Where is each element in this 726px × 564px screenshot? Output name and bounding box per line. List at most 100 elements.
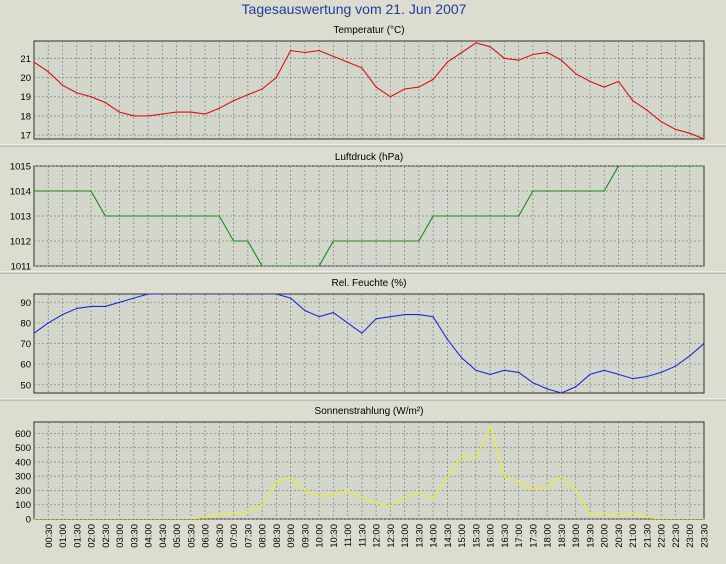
vertical-gridlines: [47, 41, 691, 139]
data-point: [347, 322, 349, 324]
data-point: [489, 46, 491, 48]
data-point: [404, 314, 406, 316]
data-point: [575, 489, 577, 492]
data-point: [660, 371, 662, 373]
data-point: [347, 240, 349, 242]
x-tick-label: 05:30: [186, 524, 197, 548]
data-point: [560, 475, 563, 477]
data-point: [304, 265, 306, 266]
data-point: [546, 487, 548, 489]
series-line: [34, 166, 704, 266]
data-point: [318, 495, 320, 497]
data-point: [61, 314, 64, 316]
x-tick-label: 16:30: [500, 524, 511, 548]
data-point: [660, 121, 662, 123]
series-line: [34, 424, 704, 519]
data-point: [218, 107, 220, 109]
data-point: [432, 498, 434, 500]
data-point: [532, 488, 534, 490]
data-point: [461, 51, 463, 54]
data-point: [575, 73, 577, 75]
data-point: [176, 111, 178, 113]
x-tick-label: 14:00: [429, 524, 440, 548]
y-tick-label: 1013: [10, 212, 31, 223]
data-point: [689, 355, 691, 357]
x-tick-label: 12:30: [386, 524, 397, 548]
chart-panel-2: 1011 1012 1013 1014 1015 Luftdruck (hPa): [0, 152, 726, 274]
y-tick-label: 20: [20, 73, 31, 84]
data-point: [190, 294, 192, 295]
data-point: [318, 50, 320, 52]
data-point: [389, 240, 391, 242]
data-point: [589, 373, 591, 375]
data-points: [34, 166, 704, 266]
data-point: [475, 457, 477, 459]
data-point: [461, 215, 463, 217]
data-point: [118, 301, 121, 303]
data-point: [261, 294, 263, 295]
data-point: [47, 190, 49, 192]
data-point: [34, 190, 35, 192]
chart-panel-4: 0 100 200 300 400 500 600 Sonnenstrahlung (W/m²…: [15, 406, 705, 526]
data-point: [632, 512, 634, 514]
data-point: [61, 84, 64, 86]
data-point: [147, 294, 149, 295]
data-point: [176, 518, 178, 519]
data-point: [475, 369, 477, 371]
y-tick-label: 0: [26, 515, 31, 526]
x-tick-label: 21:00: [628, 524, 639, 548]
data-point: [290, 477, 292, 479]
x-tick-label: 14:30: [443, 524, 454, 548]
data-point: [603, 512, 605, 514]
data-point: [204, 294, 206, 295]
data-point: [275, 76, 277, 79]
y-tick-label: 200: [15, 486, 31, 497]
data-point: [133, 115, 135, 117]
data-point: [34, 332, 35, 334]
x-tick-label: 11:00: [343, 524, 354, 547]
data-point: [503, 215, 505, 217]
data-point: [674, 365, 677, 367]
x-tick-label: 20:30: [614, 524, 625, 548]
x-tick-label: 07:00: [229, 524, 240, 548]
x-tick-label: 09:00: [286, 524, 297, 548]
y-tick-label: 80: [20, 318, 31, 329]
data-point: [674, 166, 677, 167]
data-point: [489, 215, 491, 217]
x-tick-label: 07:30: [243, 524, 254, 548]
data-point: [76, 92, 78, 94]
x-tick-label: 05:00: [172, 524, 183, 548]
data-point: [446, 338, 448, 340]
data-point: [90, 96, 92, 98]
data-point: [76, 190, 78, 192]
data-point: [418, 240, 420, 242]
data-point: [34, 518, 35, 519]
data-point: [318, 316, 320, 318]
y-tick-label: 60: [20, 360, 31, 371]
data-point: [404, 497, 406, 499]
data-point: [247, 94, 249, 96]
data-point: [118, 111, 121, 113]
data-point: [632, 378, 634, 380]
x-tick-label: 12:00: [372, 524, 383, 548]
data-point: [560, 392, 562, 393]
chart-panel-1: 17 18 19 20 21 Temperatur (°C): [0, 25, 726, 147]
data-point: [703, 342, 704, 345]
data-point: [660, 166, 662, 167]
series-line: [34, 294, 704, 393]
data-point: [190, 215, 192, 217]
data-point: [518, 481, 520, 483]
x-tick-label: 19:00: [571, 524, 582, 548]
data-point: [518, 59, 520, 61]
data-point: [674, 518, 677, 519]
data-point: [104, 101, 106, 104]
page-title: Tagesauswertung vom 21. Jun 2007: [242, 1, 467, 17]
plot-area: [33, 421, 705, 520]
data-point: [575, 190, 577, 192]
data-points: [34, 425, 704, 519]
data-point: [646, 375, 648, 378]
data-point: [104, 305, 106, 307]
data-point: [61, 190, 64, 192]
x-tick-label: 02:00: [87, 524, 98, 548]
